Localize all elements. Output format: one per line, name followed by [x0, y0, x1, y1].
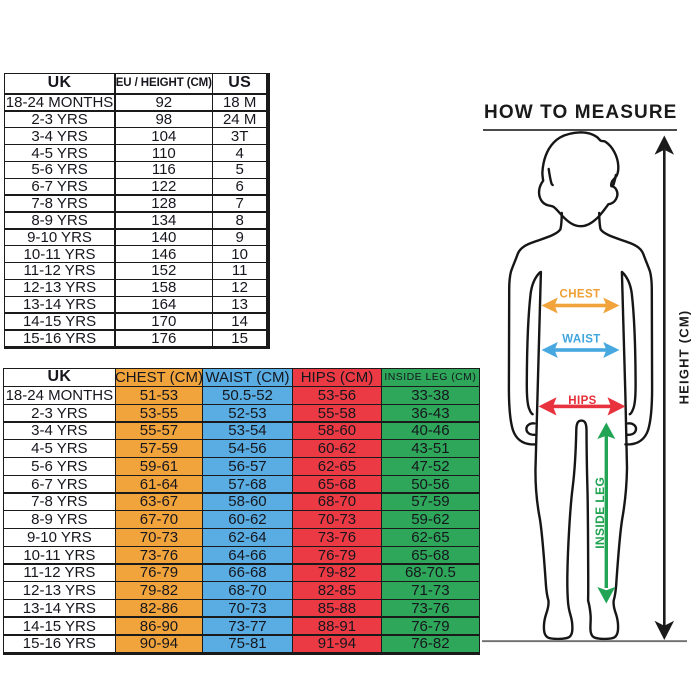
svg-text:INSIDE LEG: INSIDE LEG — [593, 477, 607, 549]
svg-text:HIPS: HIPS — [568, 395, 596, 407]
svg-text:CHEST: CHEST — [560, 288, 601, 300]
svg-text:HEIGHT (CM): HEIGHT (CM) — [677, 310, 692, 405]
svg-text:WAIST: WAIST — [562, 333, 600, 345]
